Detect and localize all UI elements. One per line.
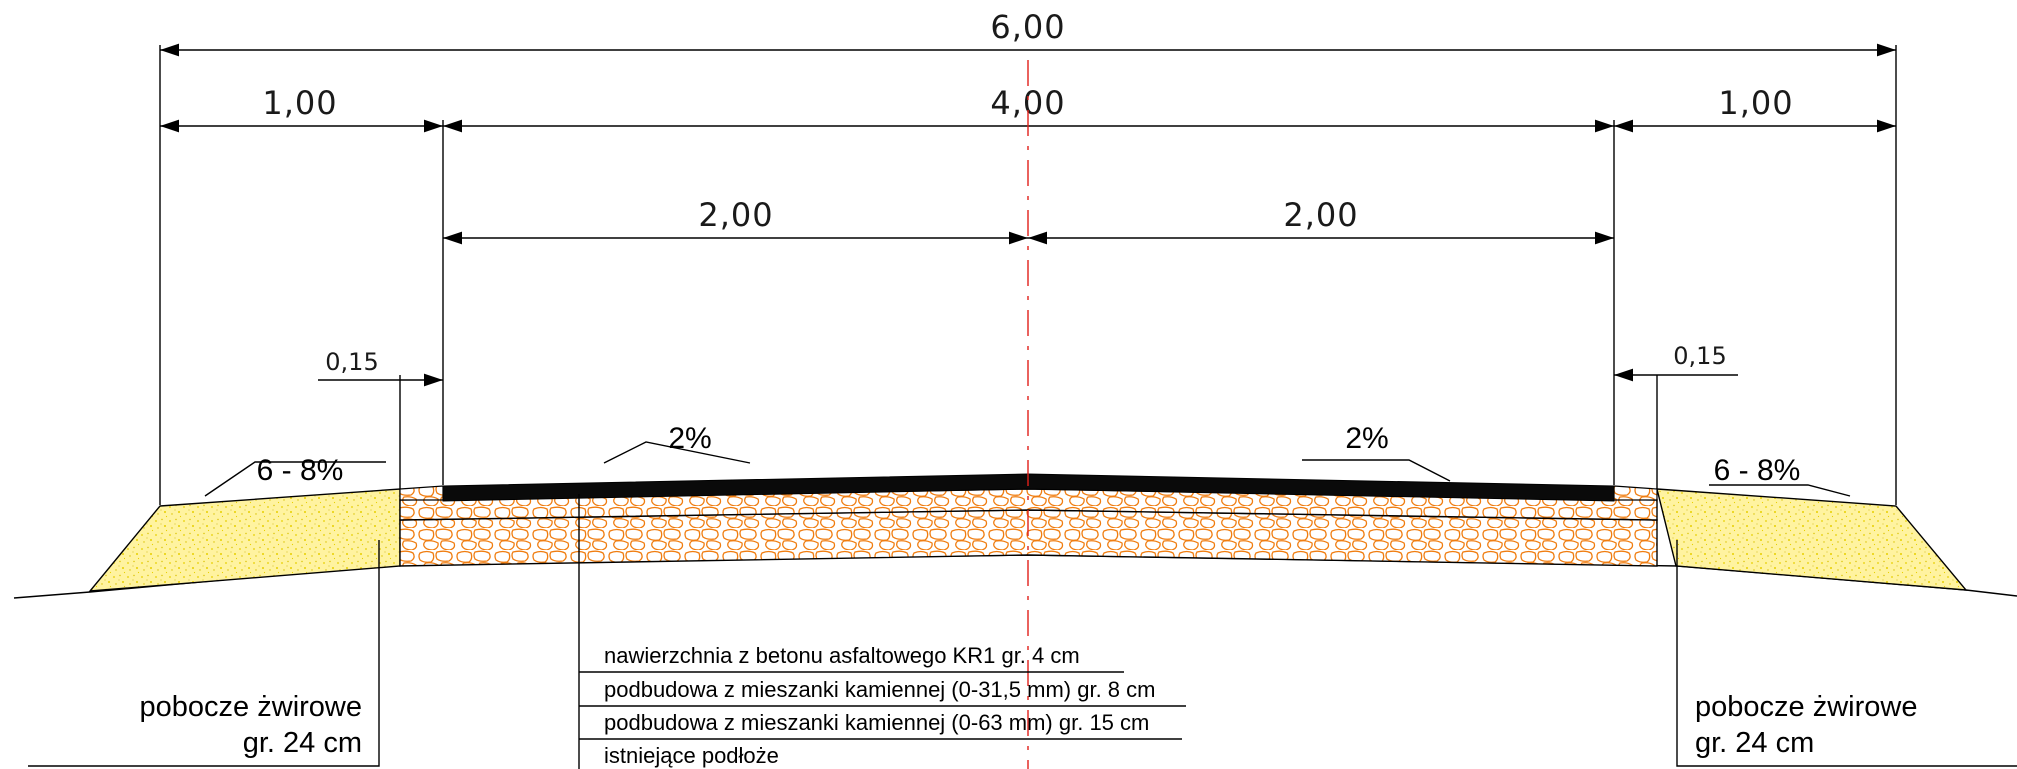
shoulder-leaders [28, 540, 2017, 767]
right-shoulder-label-1: pobocze żwirowe [1695, 691, 1917, 723]
slope-right-lane: 2% [1345, 422, 1388, 455]
layer-label-subbase-31: podbudowa z mieszanki kamiennej (0-31,5 … [604, 677, 1155, 702]
dim-right-shoulder: 1,00 [1718, 84, 1793, 122]
dim-total: 6,00 [990, 8, 1065, 46]
layer-label-asphalt: nawierzchnia z betonu asfaltowego KR1 gr… [604, 643, 1080, 668]
subbase-shoulder-cap-right [1613, 485, 1658, 501]
dim-left-shoulder: 1,00 [262, 84, 337, 122]
slope-indicators [204, 441, 1851, 497]
left-shoulder-label-1: pobocze żwirowe [140, 691, 362, 723]
dim-right-half: 2,00 [1283, 196, 1358, 234]
left-shoulder-label-2: gr. 24 cm [243, 727, 362, 759]
layer-leader [578, 494, 1186, 769]
left-gravel-shoulder [88, 488, 401, 592]
dim-left-half: 2,00 [698, 196, 773, 234]
slope-right-shoulder: 6 - 8% [1714, 454, 1801, 487]
dim-left-offset: 0,15 [325, 348, 378, 376]
layer-label-subbase-63: podbudowa z mieszanki kamiennej (0-63 mm… [604, 710, 1149, 735]
subbase-shoulder-cap-left [399, 485, 444, 501]
right-gravel-shoulder [1656, 488, 1968, 591]
slope-left-shoulder: 6 - 8% [257, 454, 344, 487]
dim-right-offset: 0,15 [1673, 342, 1726, 370]
right-shoulder-label-2: gr. 24 cm [1695, 727, 1814, 759]
layer-label-subgrade: istniejące podłoże [604, 743, 779, 768]
slope-left-lane: 2% [668, 422, 711, 455]
